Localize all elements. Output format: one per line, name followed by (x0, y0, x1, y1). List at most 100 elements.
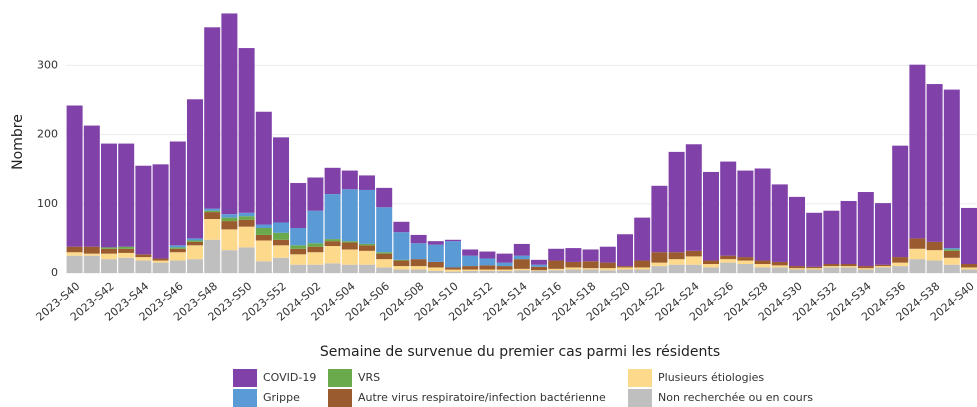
bar-segment (548, 270, 565, 273)
bar-segment (376, 259, 393, 268)
bar-segment (255, 111, 272, 225)
bar-segment (909, 238, 926, 249)
bar-segment (238, 212, 255, 217)
bar-segment (101, 143, 117, 248)
bar-segment (66, 252, 83, 256)
bar-segment (307, 243, 324, 247)
bar-segment (66, 105, 83, 247)
bar-segment (513, 268, 530, 271)
bar-segment (634, 269, 651, 273)
bar-segment (789, 266, 805, 269)
bar-segment (720, 161, 737, 256)
bar-segment (221, 214, 238, 218)
bar-segment (875, 267, 891, 273)
bar-segment (703, 171, 719, 261)
bar-segment (961, 264, 977, 268)
y-tick-label: 100 (37, 197, 58, 210)
bar-segment (238, 226, 255, 248)
bar-segment (840, 201, 857, 265)
bar-segment (754, 260, 771, 265)
bar-segment (823, 267, 840, 273)
bar-segment (66, 246, 83, 253)
bar-segment (617, 266, 633, 268)
bar-segment (135, 165, 152, 255)
bar-segment (101, 248, 117, 254)
bar-segment (582, 269, 599, 273)
bar-segment (840, 267, 857, 273)
bar-segment (445, 269, 461, 272)
bar-segment (427, 267, 444, 271)
bar-segment (462, 269, 479, 271)
bar-segment (685, 250, 702, 257)
bar-segment (582, 268, 599, 270)
bar-segment (651, 262, 668, 267)
bar-segment (892, 262, 909, 267)
bar-segment (410, 243, 427, 260)
bar-segment (83, 125, 100, 247)
bar-segment (135, 260, 152, 273)
bar-segment (496, 269, 513, 271)
bar-segment (720, 255, 737, 260)
legend-item: Plusieurs étiologies (628, 369, 764, 387)
bar-segment (462, 249, 479, 256)
bar-segment (651, 266, 668, 273)
bar-segment (531, 264, 547, 267)
bar-segment (462, 270, 479, 273)
bar-segment (771, 267, 788, 273)
bar-segment (187, 245, 203, 260)
bar-segment (393, 259, 410, 261)
legend-item: Non recherchée ou en cours (628, 389, 813, 407)
bar-segment (118, 143, 135, 247)
bar-segment (513, 255, 530, 260)
bar-segment (496, 266, 513, 270)
bar-segment (565, 248, 582, 262)
bar-segment (445, 239, 461, 242)
bar-segment (324, 239, 341, 242)
bar-segment (324, 246, 341, 264)
bar-segment (943, 250, 960, 258)
bar-segment (427, 241, 444, 245)
bar-segment (875, 266, 891, 268)
bar-segment (187, 259, 203, 273)
bar-segment (634, 217, 651, 261)
bar-segment (410, 259, 427, 267)
bar-segment (376, 253, 393, 260)
bar-segment (720, 259, 737, 263)
bar-segment (255, 228, 272, 235)
bar-segment (187, 241, 203, 246)
bar-segment (943, 89, 960, 249)
bar-segment (445, 271, 461, 273)
bar-segment (221, 250, 238, 273)
bar-segment (771, 261, 788, 266)
legend-label: Plusieurs étiologies (658, 371, 764, 384)
bar-segment (479, 265, 496, 270)
bar-segment (410, 266, 427, 270)
bar-segment (204, 212, 221, 220)
bar-segment (238, 247, 255, 273)
bar-segment (531, 259, 547, 265)
bar-segment (479, 269, 496, 271)
bar-segment (789, 196, 805, 267)
bar-segment (376, 187, 393, 208)
legend-item: Grippe (233, 389, 300, 407)
bar-segment (169, 247, 186, 249)
bar-segment (685, 144, 702, 251)
legend-swatch (233, 369, 257, 387)
bar-segment (943, 249, 960, 251)
y-axis-label: Nombre (10, 114, 26, 170)
bar-segment (341, 242, 358, 250)
bar-segment (410, 269, 427, 273)
legend-swatch (328, 389, 352, 407)
bar-segment (789, 268, 805, 270)
bar-segment (685, 256, 702, 265)
bar-segment (83, 253, 100, 256)
bar-segment (169, 141, 186, 246)
bar-segment (290, 228, 307, 246)
bar-segment (909, 259, 926, 273)
bar-segment (771, 184, 788, 262)
legend-swatch (328, 369, 352, 387)
bar-segment (496, 270, 513, 273)
bar-segment (169, 248, 186, 253)
bar-segment (118, 257, 135, 273)
